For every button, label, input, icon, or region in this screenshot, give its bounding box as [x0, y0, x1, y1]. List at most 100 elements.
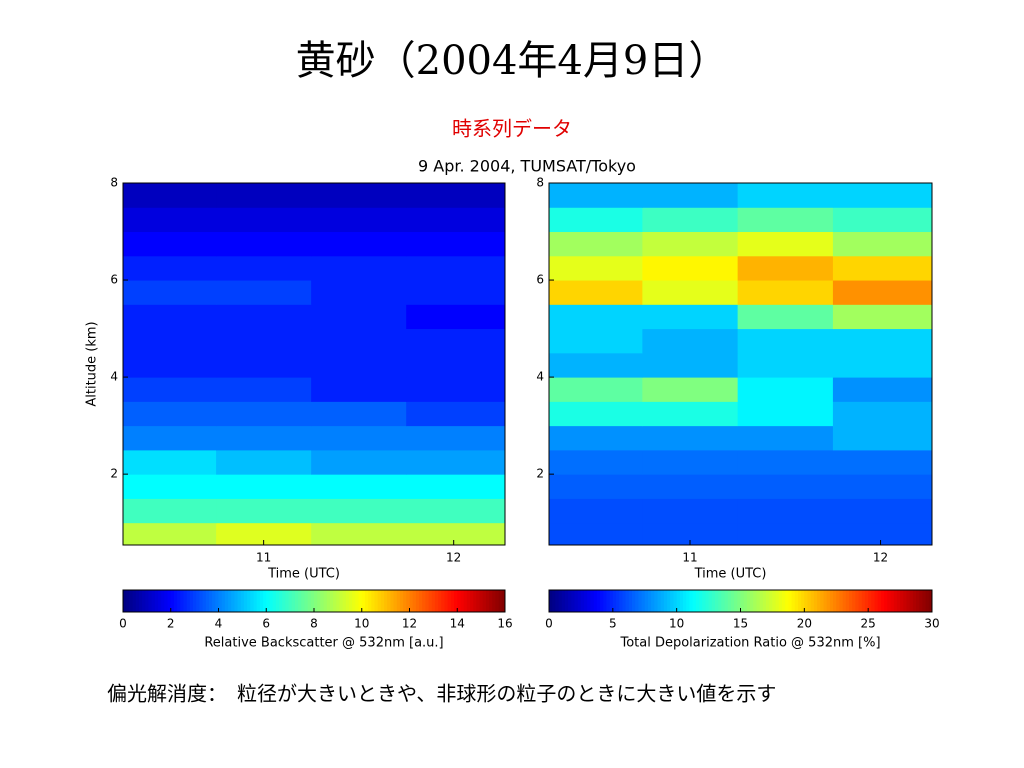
colorbar-tick-label: 25 — [861, 617, 876, 631]
heat-cell — [311, 425, 407, 451]
colorbar-swatch — [460, 590, 465, 612]
colorbar-swatch — [574, 590, 579, 612]
colorbar-swatch — [791, 590, 796, 612]
colorbar-tick-label: 20 — [797, 617, 812, 631]
colorbar-swatch — [839, 590, 844, 612]
colorbar-swatch — [702, 590, 706, 612]
colorbar-swatch — [612, 590, 617, 612]
heat-cell — [123, 498, 217, 524]
heat-cell — [737, 449, 834, 475]
y-axis-label: Altitude (km) — [85, 321, 100, 406]
colorbar-swatch — [667, 590, 671, 612]
colorbar-swatch — [679, 590, 684, 612]
colorbar-swatch — [619, 590, 623, 612]
colorbar-swatch — [584, 590, 588, 612]
colorbar-swatch — [928, 590, 933, 612]
colorbar-swatch — [817, 590, 821, 612]
colorbar-swatch — [409, 590, 414, 612]
colorbar-swatch — [849, 590, 853, 612]
colorbar-swatch — [492, 590, 496, 612]
heat-cell — [123, 352, 217, 378]
heat-cell — [642, 425, 739, 451]
colorbar-swatch — [577, 590, 582, 612]
colorbar-label: Relative Backscatter @ 532nm [a.u.] — [204, 636, 443, 651]
colorbar-swatch — [352, 590, 356, 612]
heat-cell — [549, 207, 643, 233]
colorbar-swatch — [425, 590, 430, 612]
colorbar-swatch — [412, 590, 417, 612]
colorbar-swatch — [173, 590, 178, 612]
heat-cell — [123, 231, 217, 257]
colorbar-swatch — [345, 590, 350, 612]
colorbar-swatch — [259, 590, 264, 612]
colorbar-swatch — [441, 590, 446, 612]
colorbar-swatch — [896, 590, 901, 612]
heat-cell — [737, 425, 834, 451]
heat-cell — [216, 280, 312, 305]
y-tick-label: 4 — [536, 370, 544, 384]
colorbar-swatch — [148, 590, 153, 612]
heat-cell — [737, 231, 834, 257]
heat-cell — [549, 280, 643, 305]
heat-cell — [549, 449, 643, 475]
colorbar-swatch — [868, 590, 872, 612]
colorbar-swatch — [887, 590, 892, 612]
colorbar-swatch — [845, 590, 850, 612]
colorbar-swatch — [419, 590, 423, 612]
colorbar-swatch — [224, 590, 229, 612]
heat-cell — [216, 377, 312, 402]
colorbar-swatch — [193, 590, 197, 612]
colorbar-swatch — [718, 590, 722, 612]
heat-cell — [832, 255, 933, 281]
colorbar-swatch — [415, 590, 420, 612]
heat-cell — [311, 255, 407, 281]
heat-cell — [549, 255, 643, 281]
heat-cell — [549, 352, 643, 378]
colorbar-swatch — [884, 590, 888, 612]
colorbar-swatch — [759, 590, 764, 612]
x-tick-label: 11 — [682, 551, 697, 565]
colorbar-swatch — [218, 590, 223, 612]
colorbar-swatch — [663, 590, 668, 612]
heat-cell — [642, 522, 739, 546]
heat-cell — [216, 449, 312, 475]
heat-cell — [406, 207, 506, 233]
colorbar-swatch — [329, 590, 334, 612]
colorbar-swatch — [724, 590, 729, 612]
colorbar-swatch — [864, 590, 869, 612]
colorbar-swatch — [199, 590, 204, 612]
colorbar-swatch — [291, 590, 296, 612]
heat-cell — [642, 377, 739, 402]
colorbar-swatch — [403, 590, 407, 612]
heat-cell — [216, 498, 312, 524]
heat-cell — [123, 183, 217, 208]
heat-cell — [642, 183, 739, 208]
colorbar-swatch — [317, 590, 321, 612]
colorbar-swatch — [855, 590, 860, 612]
heat-cell — [216, 474, 312, 499]
colorbar-swatch — [861, 590, 866, 612]
colorbar-swatch — [871, 590, 876, 612]
colorbar-swatch — [161, 590, 165, 612]
colorbar-swatch — [406, 590, 410, 612]
colorbar-swatch — [836, 590, 840, 612]
heat-cell — [216, 231, 312, 257]
colorbar-swatch — [842, 590, 847, 612]
colorbar-swatch — [387, 590, 391, 612]
colorbar-swatch — [900, 590, 904, 612]
colorbar-swatch — [874, 590, 879, 612]
heat-cell — [549, 328, 643, 354]
heat-cell — [311, 377, 407, 402]
colorbar-swatch — [342, 590, 347, 612]
colorbar-swatch — [670, 590, 674, 612]
colorbar-swatch — [361, 590, 366, 612]
colorbar-swatch — [447, 590, 452, 612]
colorbar-swatch — [266, 590, 270, 612]
colorbar-swatch — [829, 590, 834, 612]
colorbar-swatch — [622, 590, 627, 612]
colorbar-swatch — [396, 590, 401, 612]
colorbar-swatch — [644, 590, 649, 612]
plot-frame — [548, 182, 933, 546]
footer-note: 偏光解消度： 粒径が大きいときや、非球形の粒子のときに大きい値を示す — [107, 682, 776, 706]
colorbar-swatch — [740, 590, 745, 612]
